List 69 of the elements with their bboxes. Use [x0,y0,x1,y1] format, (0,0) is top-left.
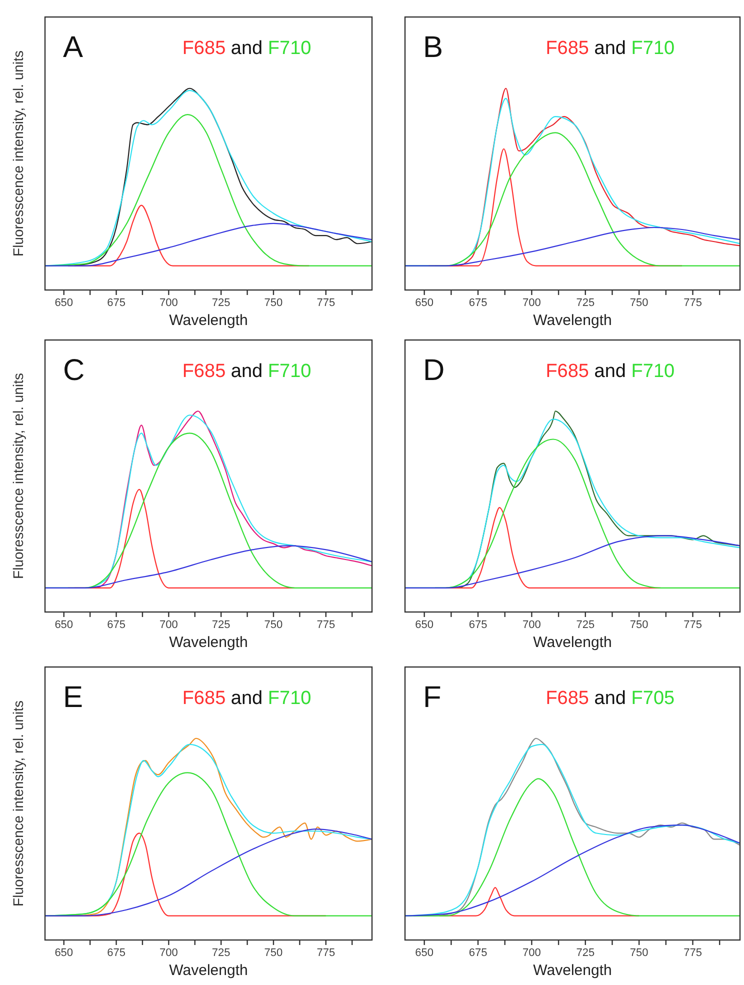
chart-title: B [423,31,444,64]
chart-title: E [63,681,84,714]
text: and [226,38,268,59]
x-tick-label: 675 [107,946,126,959]
x-axis-title: Wavelength [169,634,248,651]
x-tick-label: 750 [264,946,283,959]
x-tick-label: 750 [630,618,648,631]
text: F710 [268,688,312,709]
y-axis-title: Fluoresscence intensity, rel. units [10,700,26,906]
text: F685 [546,688,590,709]
x-tick-label: 725 [576,946,595,959]
chart-title: F [423,681,442,714]
x-tick-label: 700 [522,296,541,309]
x-tick-label: 775 [684,296,702,309]
x-tick-label: 700 [522,946,541,959]
x-tick-label: 775 [316,618,336,631]
chart-title: D [423,354,445,387]
x-tick-label: 675 [468,946,488,959]
x-tick-label: 650 [54,618,74,631]
text: F710 [268,361,312,382]
text: and [589,688,632,709]
x-tick-label: 675 [468,296,488,309]
text: and [589,361,632,382]
x-tick-label: 775 [316,946,336,959]
x-axis-title: Wavelength [533,962,612,979]
x-tick-label: 775 [316,296,336,309]
y-axis-title: Fluoresscence intensity, rel. units [10,373,26,579]
text: F710 [631,38,675,59]
text: and [226,688,268,709]
y-axis-title: Fluoresscence intensity, rel. units [10,50,26,256]
text: F685 [546,361,590,382]
x-tick-label: 725 [212,296,230,309]
text: and [226,361,268,382]
x-tick-label: 700 [522,618,541,631]
x-tick-label: 725 [576,296,595,309]
text: F685 [182,688,226,709]
x-tick-label: 775 [684,618,702,631]
text: F685 [182,38,226,59]
x-tick-label: 700 [159,296,178,309]
chart-title: A [63,31,84,64]
text: and [589,38,632,59]
x-tick-label: 650 [54,946,74,959]
x-tick-label: 650 [415,946,434,959]
x-tick-label: 750 [630,296,648,309]
x-tick-label: 750 [264,618,283,631]
x-axis-title: Wavelength [169,312,248,329]
x-axis-title: Wavelength [533,312,612,329]
x-tick-label: 675 [468,618,488,631]
x-tick-label: 750 [630,946,648,959]
text: F710 [631,361,675,382]
x-axis-title: Wavelength [169,962,248,979]
x-tick-label: 650 [415,296,434,309]
x-tick-label: 725 [212,946,230,959]
text: F685 [182,361,226,382]
text: F685 [546,38,590,59]
x-tick-label: 775 [684,946,702,959]
x-tick-label: 750 [264,296,283,309]
text: F705 [631,688,675,709]
x-tick-label: 700 [159,946,178,959]
x-axis-title: Wavelength [533,634,612,651]
x-tick-label: 725 [576,618,595,631]
x-tick-label: 650 [415,618,434,631]
x-tick-label: 725 [212,618,230,631]
x-tick-label: 650 [54,296,74,309]
x-tick-label: 675 [107,296,126,309]
chart-title: C [63,354,85,387]
text: F710 [268,38,312,59]
x-tick-label: 700 [159,618,178,631]
x-tick-label: 675 [107,618,126,631]
